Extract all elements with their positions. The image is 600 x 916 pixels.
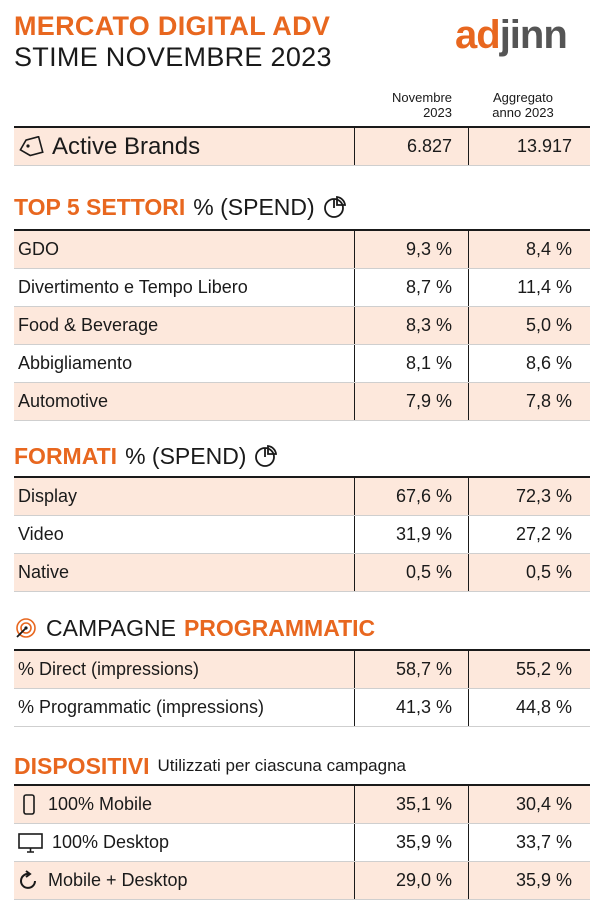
mobile-icon (18, 793, 40, 816)
dispositivi-table: 100% Mobile 35,1 % 30,4 % 100% Desktop 3… (14, 784, 590, 900)
page-title: MERCATO DIGITAL ADV (14, 11, 331, 41)
settori-table: GDO 9,3 % 8,4 % Divertimento e Tempo Liber… (14, 229, 590, 421)
page-subtitle: STIME NOVEMBRE 2023 (14, 42, 332, 72)
table-row: Automotive 7,9 % 7,8 % (14, 383, 590, 421)
target-icon (14, 616, 38, 640)
table-row: Video 31,9 % 27,2 % (14, 516, 590, 554)
table-row: Native 0,5 % 0,5 % (14, 554, 590, 592)
table-row: Abbigliamento 8,1 % 8,6 % (14, 345, 590, 383)
table-row: GDO 9,3 % 8,4 % (14, 231, 590, 269)
pie-chart-icon (323, 195, 347, 219)
active-brands-label: Active Brands (52, 132, 201, 160)
active-brands-row: Active Brands 6.827 13.917 (14, 128, 590, 166)
active-brands-agg: 13.917 (468, 128, 590, 165)
refresh-icon (18, 869, 40, 892)
desktop-icon (18, 832, 44, 854)
active-brands-table: Active Brands 6.827 13.917 (14, 126, 590, 166)
table-row: 100% Desktop 35,9 % 33,7 % (14, 824, 590, 862)
table-row: % Direct (impressions) 58,7 % 55,2 % (14, 651, 590, 689)
table-row: 100% Mobile 35,1 % 30,4 % (14, 786, 590, 824)
programmatic-table: % Direct (impressions) 58,7 % 55,2 % % Pro… (14, 649, 590, 727)
settori-title: TOP 5 SETTORI % (SPEND) (14, 193, 347, 221)
table-row: Mobile + Desktop 29,0 % 35,9 % (14, 862, 590, 900)
table-row: Display 67,6 % 72,3 % (14, 478, 590, 516)
header: MERCATO DIGITAL ADV STIME NOVEMBRE 2023 (14, 10, 332, 72)
adjinn-logo: adjinn (455, 13, 568, 57)
formati-table: Display 67,6 % 72,3 % Video 31,9 % 27,2 % Na… (14, 476, 590, 592)
table-row: Food & Beverage 8,3 % 5,0 % (14, 307, 590, 345)
table-row: % Programmatic (impressions) 41,3 % 44,8 % (14, 689, 590, 727)
dispositivi-title: DISPOSITIVI Utilizzati per ciascuna camp… (14, 753, 406, 779)
programmatic-title: CAMPAGNE PROGRAMMATIC (14, 614, 375, 642)
formati-title: FORMATI % (SPEND) (14, 442, 278, 470)
column-header-aggregato: Aggregato anno 2023 (492, 90, 554, 120)
column-header-novembre: Novembre 2023 (392, 90, 452, 120)
pie-chart-icon (254, 444, 278, 468)
tag-icon (18, 135, 44, 158)
active-brands-nov: 6.827 (354, 128, 468, 165)
table-row: Divertimento e Tempo Libero 8,7 % 11,4 % (14, 269, 590, 307)
